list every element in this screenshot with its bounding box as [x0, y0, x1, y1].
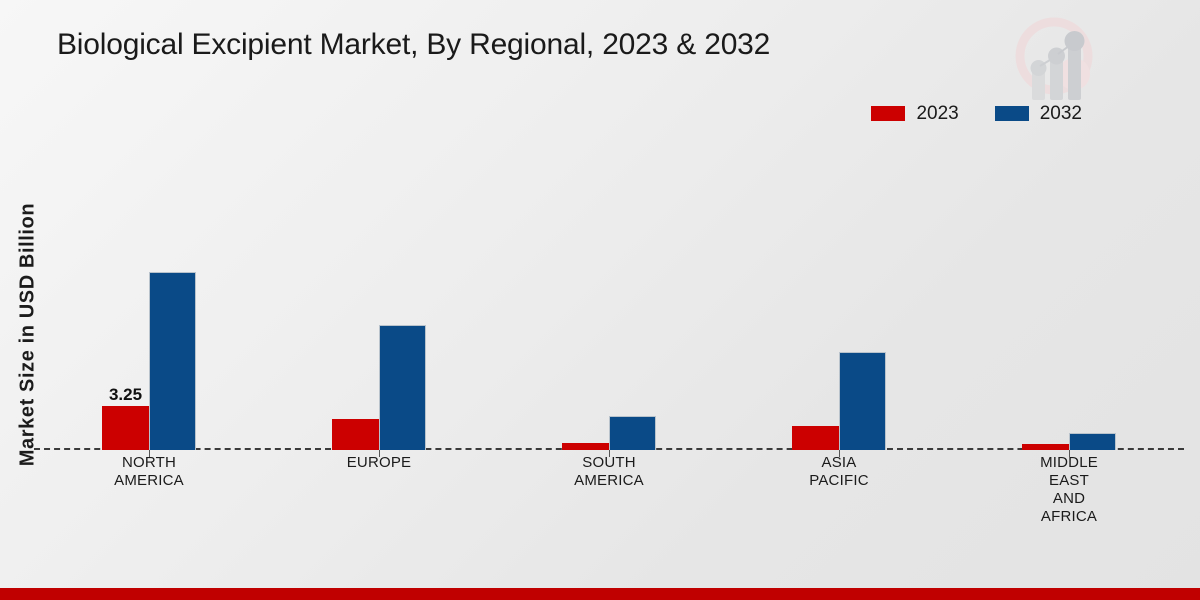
bar-value-label: 3.25 — [108, 385, 143, 405]
bar-group: MIDDLE EAST AND AFRICA — [954, 140, 1184, 525]
bar-group: 3.25 NORTH AMERICA — [34, 140, 264, 489]
chart-legend: 2023 2032 — [871, 104, 1082, 123]
plot-area: 3.25 NORTH AMERICA EUROPE — [34, 140, 1184, 525]
bar-pair — [562, 140, 656, 450]
legend-swatch-icon — [871, 106, 906, 121]
x-axis-category-label: EUROPE — [346, 454, 412, 471]
axis-tick — [1069, 450, 1070, 457]
bar-2023[interactable] — [1022, 443, 1069, 450]
magnifier-bar-chart-logo-icon — [1004, 12, 1108, 108]
bar-2032[interactable] — [149, 272, 196, 450]
axis-tick — [839, 450, 840, 457]
bottom-accent-band — [0, 588, 1200, 600]
axis-tick — [609, 450, 610, 457]
x-axis-category-label: MIDDLE EAST AND AFRICA — [1040, 454, 1098, 525]
legend-item-2032[interactable]: 2032 — [994, 103, 1082, 124]
legend-item-label: 2032 — [1039, 103, 1082, 124]
x-axis-category-label: NORTH AMERICA — [114, 454, 184, 489]
bar-group: EUROPE — [264, 140, 494, 471]
bar-2023[interactable] — [562, 443, 609, 450]
legend-swatch-icon — [994, 106, 1029, 121]
bar-2032[interactable] — [1069, 433, 1116, 450]
page-title: Biological Excipient Market, By Regional… — [57, 28, 771, 61]
bar-group: SOUTH AMERICA — [494, 140, 724, 489]
bar-2032[interactable] — [379, 325, 426, 450]
bar-2032[interactable] — [609, 416, 656, 450]
bar-2023[interactable] — [792, 425, 839, 450]
bar-pair — [792, 140, 886, 450]
legend-item-2023[interactable]: 2023 — [871, 103, 959, 124]
x-axis-category-label: ASIA PACIFIC — [809, 454, 869, 489]
bar-2032[interactable] — [839, 351, 886, 450]
bar-2023[interactable]: 3.25 — [102, 385, 149, 450]
legend-item-label: 2023 — [916, 103, 959, 124]
bar-pair: 3.25 — [102, 140, 196, 450]
x-axis-category-label: SOUTH AMERICA — [574, 454, 644, 489]
bar-2023[interactable] — [332, 419, 379, 450]
axis-tick — [379, 450, 380, 457]
bar-group: ASIA PACIFIC — [724, 140, 954, 489]
bar-pair — [1022, 140, 1116, 450]
axis-tick — [149, 450, 150, 457]
bar-pair — [332, 140, 426, 450]
